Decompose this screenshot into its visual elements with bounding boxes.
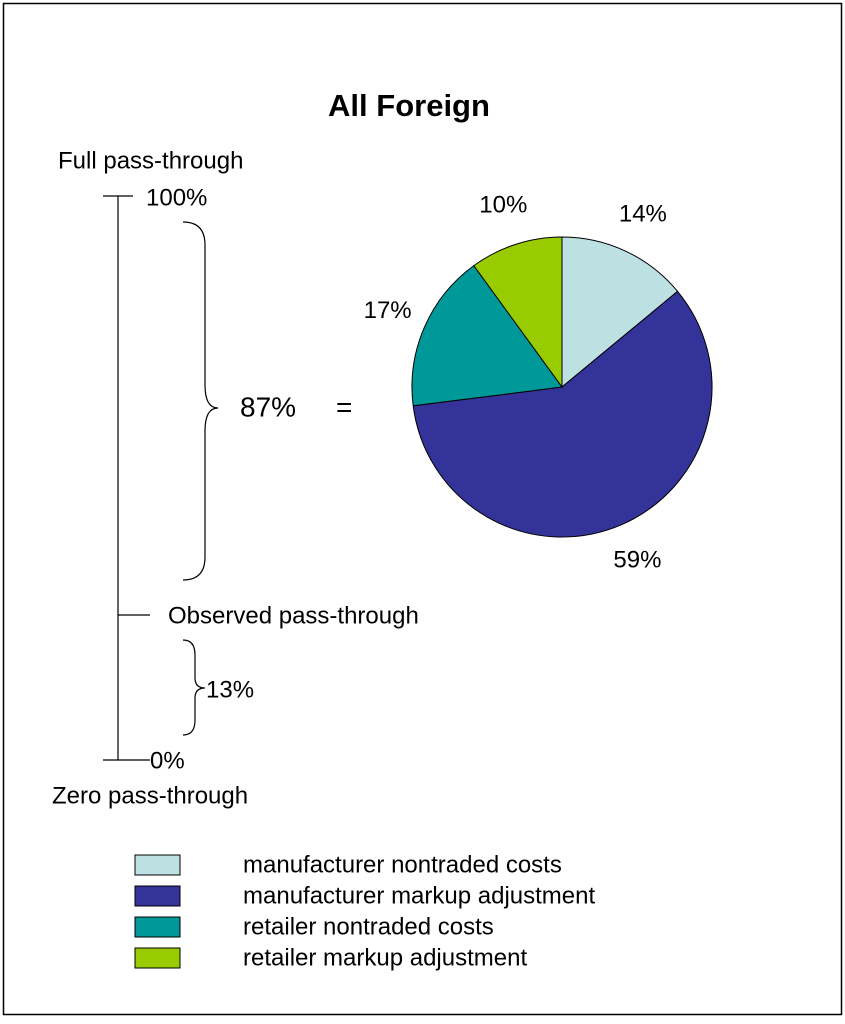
data-label: 14% <box>619 200 667 227</box>
pie-slice <box>473 236 563 389</box>
legend-swatch <box>134 885 181 907</box>
pie-slice <box>412 290 713 538</box>
brace <box>182 639 206 736</box>
annotation: = <box>336 391 352 422</box>
annotation: 87% <box>240 391 296 422</box>
legend-label: manufacturer markup adjustment <box>243 882 595 909</box>
legend-swatch <box>134 916 181 938</box>
annotation: Observed pass-through <box>168 602 419 629</box>
legend-label: manufacturer nontraded costs <box>243 851 562 878</box>
annotation: 0% <box>150 747 185 774</box>
legend-label: retailer nontraded costs <box>243 913 494 940</box>
data-label: 59% <box>613 547 661 574</box>
legend-swatch <box>134 947 181 969</box>
pie-slice <box>561 236 679 389</box>
annotation: 13% <box>206 676 254 703</box>
annotation: 100% <box>146 184 207 211</box>
annotation: Zero pass-through <box>52 782 248 809</box>
data-label: 10% <box>479 192 527 219</box>
chart-title: All Foreign <box>328 88 490 123</box>
legend-label: retailer markup adjustment <box>243 944 527 971</box>
brace <box>182 221 219 581</box>
legend-swatch <box>134 854 181 876</box>
data-label: 17% <box>364 297 412 324</box>
scale <box>103 195 219 761</box>
annotation: Full pass-through <box>58 147 243 174</box>
pie-slice <box>411 264 563 407</box>
